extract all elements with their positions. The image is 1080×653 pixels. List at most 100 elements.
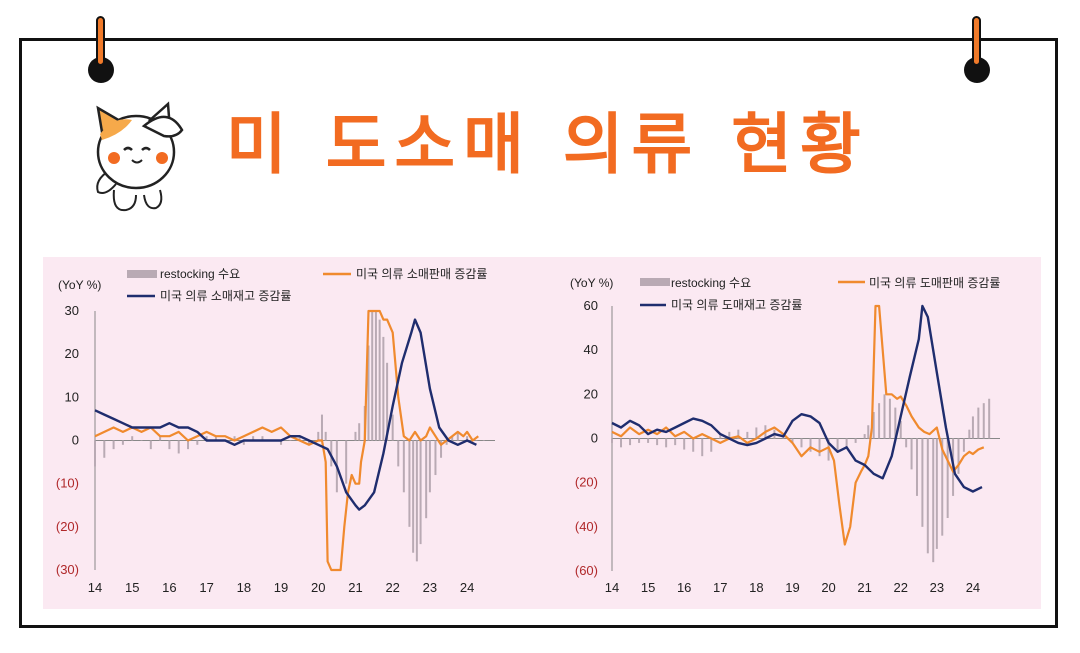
restocking-bar: [317, 431, 320, 441]
restocking-bar: [932, 438, 935, 563]
x-tick-label: 14: [605, 580, 619, 595]
y-tick-label: 30: [65, 303, 79, 318]
restocking-bar: [962, 438, 965, 452]
restocking-bar: [665, 438, 668, 448]
chart1-legend: restocking 수요 미국 의류 소매판매 증감률 미국 의류 소매재고 …: [127, 267, 487, 303]
x-tick-label: 15: [641, 580, 655, 595]
restocking-bar: [177, 440, 180, 454]
restocking-bar: [791, 438, 794, 443]
restocking-bar: [428, 440, 431, 493]
chart1-ylabel: (YoY %): [58, 278, 101, 292]
legend-inventory: 미국 의류 소매재고 증감률: [160, 289, 291, 303]
restocking-bar: [434, 440, 437, 476]
x-tick-label: 23: [423, 580, 437, 595]
restocking-bar: [367, 345, 370, 441]
restocking-bar: [888, 398, 891, 439]
x-tick-label: 24: [966, 580, 980, 595]
restocking-bar: [957, 438, 960, 474]
restocking-bar: [168, 440, 171, 450]
restocking-bar: [374, 311, 377, 441]
restocking-bar: [320, 414, 323, 441]
restocking-bar: [926, 438, 929, 554]
restocking-bar: [397, 440, 400, 467]
y-tick-label: 10: [65, 389, 79, 404]
restocking-bar: [445, 440, 448, 445]
y-tick-label: 0: [591, 431, 598, 446]
restocking-bar: [412, 440, 415, 553]
restocking-bar: [854, 438, 857, 443]
x-tick-label: 19: [785, 580, 799, 595]
x-tick-label: 22: [385, 580, 399, 595]
restocking-bar: [883, 394, 886, 439]
restocking-bar: [935, 438, 938, 549]
restocking-bar: [242, 440, 245, 445]
restocking-bars: [611, 394, 991, 563]
restocking-bar: [836, 438, 839, 452]
restocking-bar: [205, 436, 208, 441]
restocking-bar: [737, 429, 740, 439]
restocking-bar: [872, 412, 875, 439]
x-tick-label: 18: [237, 580, 251, 595]
chart2-ylabel: (YoY %): [570, 276, 613, 290]
x-tick-label: 22: [894, 580, 908, 595]
restocking-bar: [451, 436, 454, 441]
restocking-bar: [307, 440, 310, 445]
restocking-bar: [187, 440, 190, 450]
restocking-bar: [298, 436, 301, 441]
restocking-bar: [121, 440, 124, 445]
retail-chart: (YoY %) restocking 수요 미국 의류 소매판매 증감률 미국 …: [56, 267, 495, 595]
restocking-bar: [638, 438, 641, 443]
y-tick-label: (10): [56, 476, 79, 491]
restocking-bar: [982, 403, 985, 439]
restocking-bar: [845, 438, 848, 448]
restocking-bar: [746, 431, 749, 439]
inventory-series-line: [94, 318, 477, 511]
restocking-bar: [456, 431, 459, 441]
restocking-bar: [482, 440, 485, 441]
y-tick-label: (40): [575, 519, 598, 534]
x-tick-label: 24: [460, 580, 474, 595]
sales-series-line: [611, 304, 985, 546]
restocking-bar: [647, 438, 650, 443]
wholesale-chart: (YoY %) restocking 수요 미국 의류 도매판매 증감률 미국 …: [570, 276, 1000, 595]
legend-sales: 미국 의류 도매판매 증감률: [869, 276, 1000, 290]
restocking-bar: [382, 336, 385, 441]
restocking-bar: [261, 436, 264, 441]
restocking-bar: [878, 403, 881, 439]
restocking-bar: [425, 440, 428, 519]
restocking-bar: [112, 440, 115, 450]
x-tick-label: 17: [199, 580, 213, 595]
legend-bar-swatch: [640, 278, 670, 286]
y-tick-label: 20: [584, 386, 598, 401]
restocking-bar: [683, 438, 686, 450]
restocking-bar: [692, 438, 695, 452]
restocking-bars: [94, 311, 485, 562]
x-tick-label: 23: [930, 580, 944, 595]
restocking-bar: [800, 438, 803, 448]
x-tick-label: 19: [274, 580, 288, 595]
restocking-bar: [94, 440, 96, 467]
restocking-bar: [915, 438, 918, 496]
y-tick-label: 0: [72, 433, 79, 448]
y-tick-label: 60: [584, 298, 598, 313]
x-tick-label: 16: [162, 580, 176, 595]
restocking-bar: [149, 440, 152, 450]
restocking-bar: [977, 407, 980, 439]
chart2-plot: 60 40 20 0 (20) (40) (60) 14 15 16 17 18 19 20 21 22 23 2…: [575, 298, 1000, 595]
restocking-bar: [905, 438, 908, 448]
restocking-bar: [971, 416, 974, 439]
chart1-plot: 30 20 10 0 (10) (20) (30) 14 15 16 17 18 19 20 21 22 23 2…: [56, 303, 495, 595]
legend-restocking: restocking 수요: [160, 267, 240, 281]
restocking-bar: [475, 440, 478, 441]
x-tick-label: 21: [857, 580, 871, 595]
restocking-bar: [946, 438, 949, 518]
restocking-bar: [280, 440, 283, 445]
restocking-bar: [233, 436, 236, 441]
x-tick-label: 15: [125, 580, 139, 595]
restocking-bar: [402, 440, 405, 493]
restocking-bar: [611, 438, 613, 443]
restocking-bar: [818, 438, 821, 457]
restocking-bar: [386, 362, 389, 441]
x-tick-label: 14: [88, 580, 102, 595]
inventory-series-line: [611, 304, 983, 493]
